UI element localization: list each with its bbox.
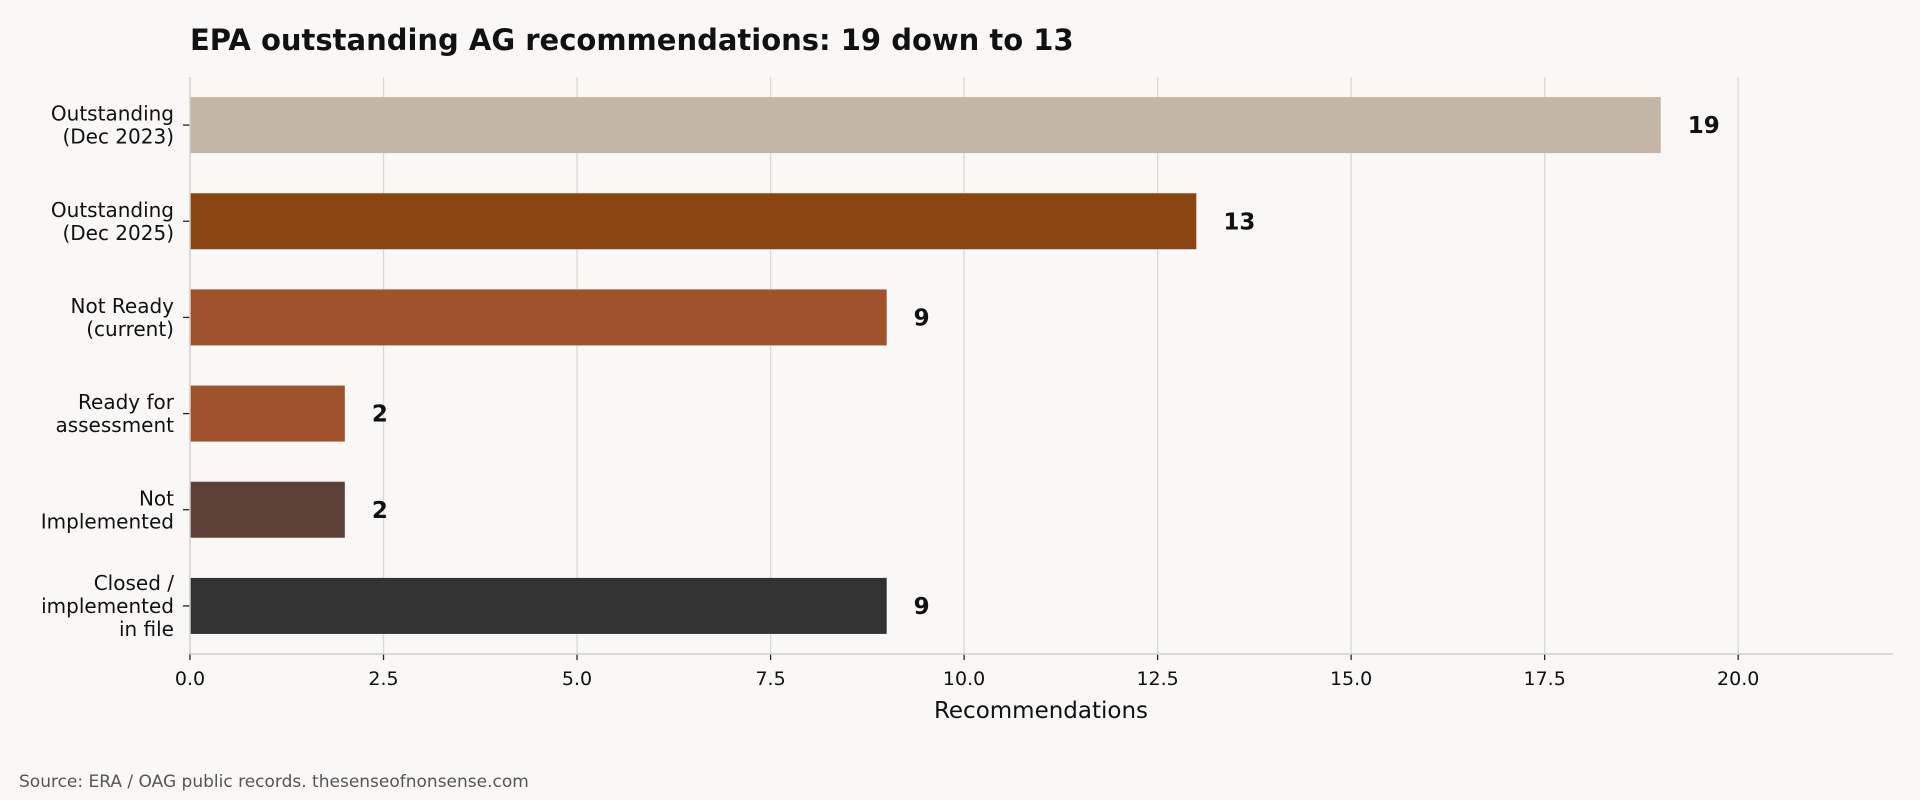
bar — [190, 577, 887, 634]
category-label-line: Outstanding — [51, 102, 174, 126]
y-axis-category-labels: Outstanding (Dec 2023)Outstanding (Dec 202… — [41, 102, 190, 641]
category-label: Ready for assessment — [55, 390, 174, 437]
category-label-line: Ready for — [78, 390, 175, 414]
bar-value-label: 2 — [372, 498, 388, 524]
category-label: Not Ready (current) — [71, 294, 175, 341]
bar — [190, 193, 1197, 250]
category-label-line: (Dec 2023) — [62, 125, 174, 149]
x-tick-label: 7.5 — [755, 668, 785, 690]
bar-value-label: 2 — [372, 402, 388, 428]
category-label: Closed / implemented in file — [41, 571, 174, 641]
bar — [190, 481, 345, 538]
category-label-line: Not Ready — [71, 294, 175, 318]
category-label: Outstanding (Dec 2023) — [51, 102, 174, 149]
source-note: Source: ERA / OAG public records. thesen… — [19, 772, 529, 792]
x-tick-label: 15.0 — [1330, 668, 1372, 690]
bar — [190, 97, 1661, 154]
bar — [190, 385, 345, 442]
bar-value-label: 13 — [1223, 209, 1255, 235]
bar-value-label: 9 — [914, 594, 930, 620]
bars — [190, 97, 1661, 634]
x-tick-label: 12.5 — [1136, 668, 1178, 690]
bar-value-label: 9 — [914, 305, 930, 331]
category-label-line: (current) — [86, 317, 174, 341]
bar — [190, 289, 887, 346]
bar-value-label: 19 — [1688, 113, 1720, 139]
chart-title: EPA outstanding AG recommendations: 19 d… — [190, 23, 1074, 57]
x-tick-label: 2.5 — [368, 668, 398, 690]
category-label: Outstanding (Dec 2025) — [51, 198, 174, 245]
value-labels: 19 13 9 2 2 9 — [372, 113, 1720, 620]
gridlines — [382, 77, 1739, 654]
category-label-line: Not — [139, 486, 174, 510]
category-label: Not Implemented — [41, 486, 174, 533]
x-tick-label: 17.5 — [1524, 668, 1566, 690]
x-axis-ticks: 0.0 2.5 5.0 7.5 10.0 12.5 15.0 17.5 20.0 — [175, 654, 1759, 690]
x-tick-label: 0.0 — [175, 668, 205, 690]
category-label-line: implemented — [41, 594, 174, 618]
x-tick-label: 10.0 — [943, 668, 985, 690]
category-label-line: Outstanding — [51, 198, 174, 222]
category-label-line: (Dec 2025) — [62, 221, 174, 245]
category-label-line: assessment — [55, 413, 174, 437]
category-label-line: Closed / — [94, 571, 175, 595]
category-label-line: Implemented — [41, 509, 174, 533]
x-tick-label: 5.0 — [562, 668, 592, 690]
x-tick-label: 20.0 — [1717, 668, 1759, 690]
x-axis-title: Recommendations — [934, 698, 1148, 724]
category-label-line: in file — [119, 617, 174, 641]
